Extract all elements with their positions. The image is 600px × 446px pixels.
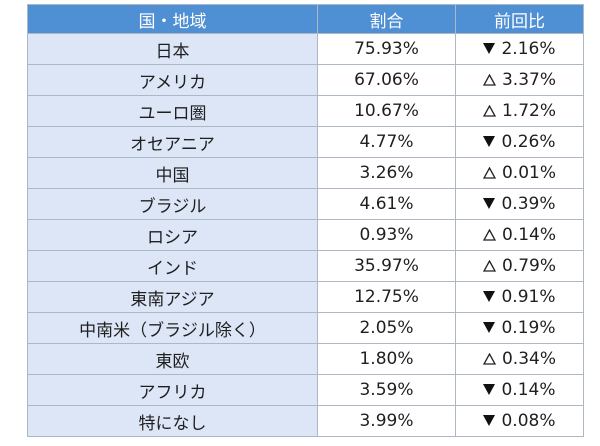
header-change: 前回比: [455, 4, 584, 34]
region-cell: 日本: [27, 33, 318, 65]
change-value: 1.72%: [501, 100, 556, 121]
table-row: インド 35.97% 0.79%: [27, 250, 584, 282]
share-cell: 10.67%: [317, 95, 456, 127]
filled-down-triangle-icon: [483, 384, 496, 396]
filled-down-triangle-icon: [483, 291, 496, 303]
table-row: 特になし 3.99% 0.08%: [27, 405, 584, 437]
region-cell: オセアニア: [27, 126, 318, 158]
region-share-table: 国・地域 割合 前回比 日本 75.93% 2.16% アメリカ 67.06% …: [27, 4, 584, 437]
filled-down-triangle-icon: [483, 43, 496, 55]
change-value: 0.79%: [501, 255, 556, 276]
share-cell: 2.05%: [317, 312, 456, 344]
change-cell: 2.16%: [455, 33, 584, 65]
region-cell: アフリカ: [27, 374, 318, 406]
change-cell: 0.39%: [455, 188, 584, 220]
table-row: ユーロ圏 10.67% 1.72%: [27, 95, 584, 127]
region-cell: アメリカ: [27, 64, 318, 96]
share-cell: 12.75%: [317, 281, 456, 313]
share-cell: 1.80%: [317, 343, 456, 375]
region-cell: 中南米（ブラジル除く）: [27, 312, 318, 344]
change-cell: 0.19%: [455, 312, 584, 344]
change-value: 3.37%: [501, 69, 556, 90]
share-cell: 3.99%: [317, 405, 456, 437]
share-cell: 4.61%: [317, 188, 456, 220]
filled-down-triangle-icon: [483, 198, 496, 210]
change-cell: 0.26%: [455, 126, 584, 158]
change-cell: 0.08%: [455, 405, 584, 437]
change-cell: 3.37%: [455, 64, 584, 96]
outline-up-triangle-icon: [482, 166, 496, 179]
share-cell: 75.93%: [317, 33, 456, 65]
share-cell: 4.77%: [317, 126, 456, 158]
change-value: 0.26%: [501, 131, 556, 152]
change-cell: 0.34%: [455, 343, 584, 375]
change-value: 0.08%: [501, 410, 556, 431]
table-body: 日本 75.93% 2.16% アメリカ 67.06% 3.37% ユーロ圏 1…: [27, 33, 584, 437]
region-cell: 東南アジア: [27, 281, 318, 313]
table-row: オセアニア 4.77% 0.26%: [27, 126, 584, 158]
change-value: 0.34%: [501, 348, 556, 369]
outline-up-triangle-icon: [482, 73, 496, 86]
share-cell: 3.59%: [317, 374, 456, 406]
table-header-row: 国・地域 割合 前回比: [27, 4, 584, 34]
change-cell: 0.01%: [455, 157, 584, 189]
outline-up-triangle-icon: [482, 352, 496, 365]
change-value: 2.16%: [501, 38, 556, 59]
table-row: ブラジル 4.61% 0.39%: [27, 188, 584, 220]
share-cell: 0.93%: [317, 219, 456, 251]
change-cell: 0.79%: [455, 250, 584, 282]
region-cell: インド: [27, 250, 318, 282]
table-row: アメリカ 67.06% 3.37%: [27, 64, 584, 96]
table-row: 中国 3.26% 0.01%: [27, 157, 584, 189]
change-value: 0.14%: [501, 224, 556, 245]
change-cell: 0.14%: [455, 219, 584, 251]
change-value: 0.14%: [501, 379, 556, 400]
filled-down-triangle-icon: [483, 415, 496, 427]
table-row: 日本 75.93% 2.16%: [27, 33, 584, 65]
table-row: 東欧 1.80% 0.34%: [27, 343, 584, 375]
filled-down-triangle-icon: [483, 136, 496, 148]
change-cell: 0.14%: [455, 374, 584, 406]
region-cell: 中国: [27, 157, 318, 189]
region-cell: ロシア: [27, 219, 318, 251]
change-value: 0.01%: [501, 162, 556, 183]
header-share: 割合: [317, 4, 456, 34]
region-cell: ブラジル: [27, 188, 318, 220]
share-cell: 3.26%: [317, 157, 456, 189]
header-region: 国・地域: [27, 4, 318, 34]
table-row: 東南アジア 12.75% 0.91%: [27, 281, 584, 313]
region-cell: 東欧: [27, 343, 318, 375]
change-value: 0.39%: [501, 193, 556, 214]
table-row: 中南米（ブラジル除く） 2.05% 0.19%: [27, 312, 584, 344]
change-cell: 1.72%: [455, 95, 584, 127]
outline-up-triangle-icon: [482, 259, 496, 272]
change-cell: 0.91%: [455, 281, 584, 313]
change-value: 0.19%: [501, 317, 556, 338]
region-cell: ユーロ圏: [27, 95, 318, 127]
share-cell: 35.97%: [317, 250, 456, 282]
filled-down-triangle-icon: [483, 322, 496, 334]
table-row: アフリカ 3.59% 0.14%: [27, 374, 584, 406]
outline-up-triangle-icon: [482, 104, 496, 117]
outline-up-triangle-icon: [482, 228, 496, 241]
region-cell: 特になし: [27, 405, 318, 437]
share-cell: 67.06%: [317, 64, 456, 96]
change-value: 0.91%: [501, 286, 556, 307]
table-row: ロシア 0.93% 0.14%: [27, 219, 584, 251]
